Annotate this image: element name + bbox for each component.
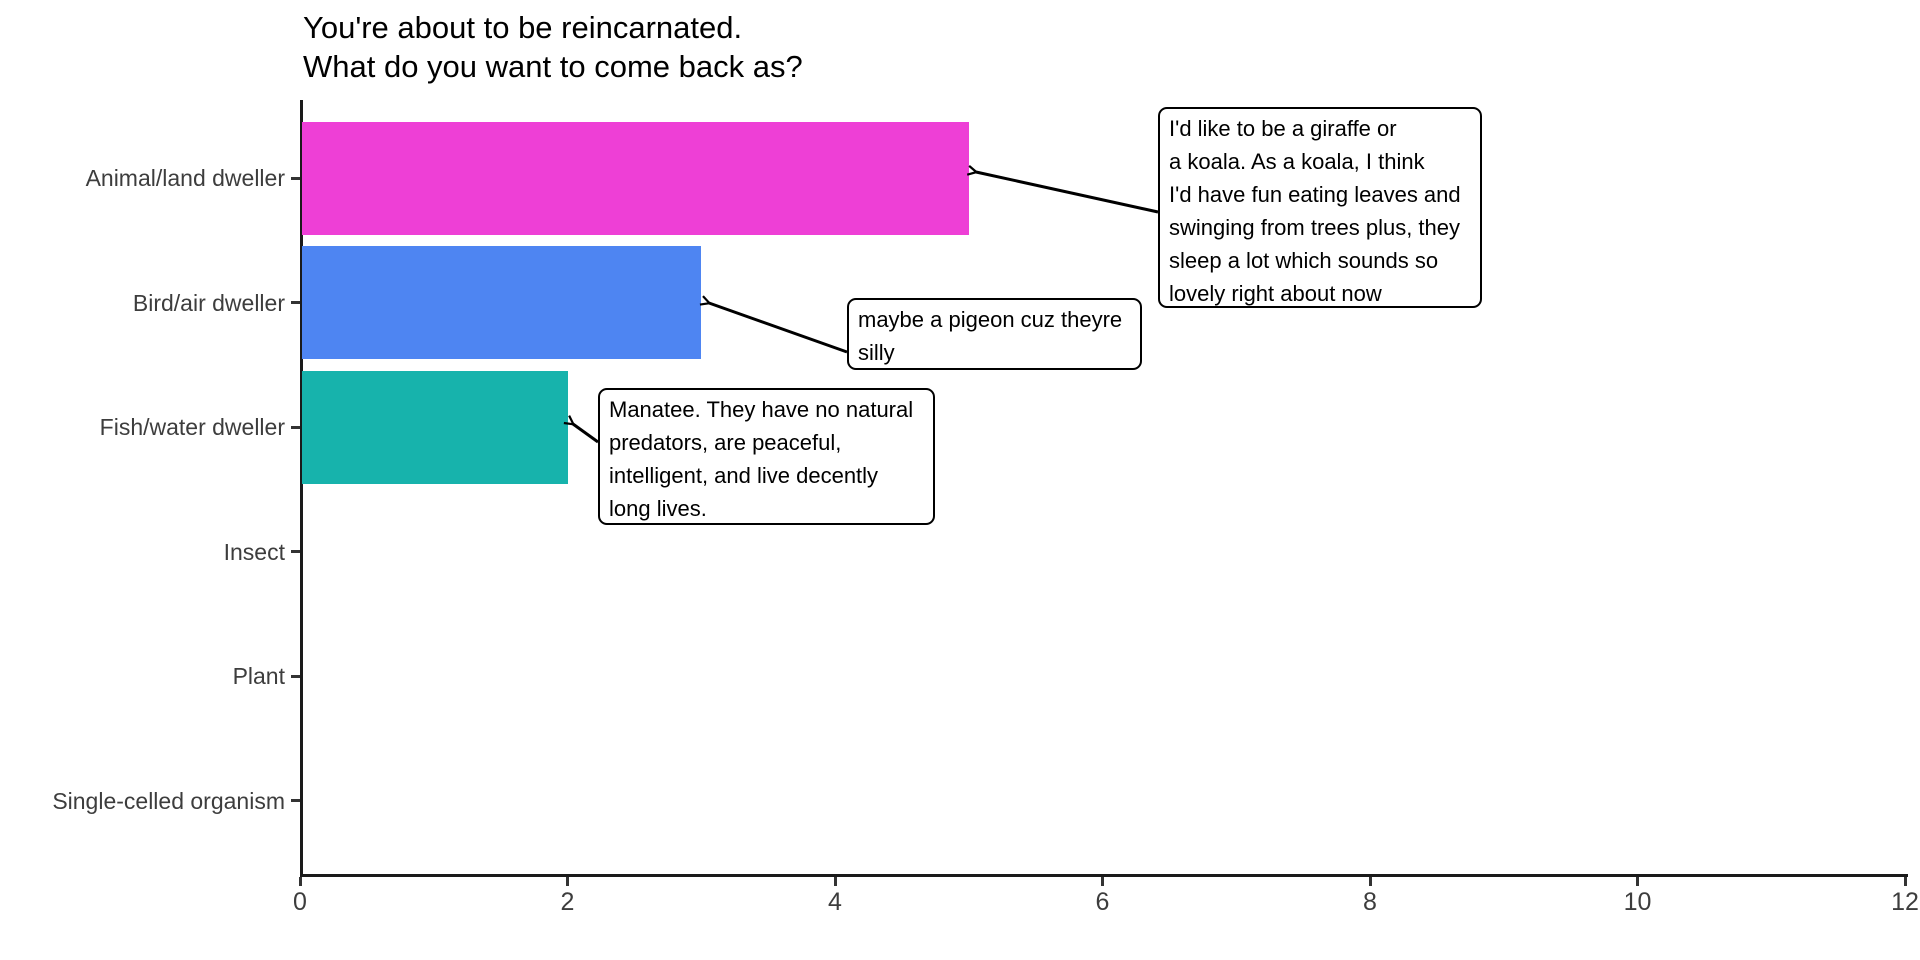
x-axis-tick-label: 2 (560, 888, 575, 916)
annotation-text-line: sleep a lot which sounds so (1169, 248, 1439, 273)
annotation-text-line: maybe a pigeon cuz theyre (858, 307, 1123, 332)
annotation-text-line: Manatee. They have no natural (609, 397, 914, 422)
y-axis-tick (291, 674, 300, 678)
chart-title: You're about to be reincarnated. What do… (303, 8, 803, 86)
annotation-text-line: swinging from trees plus, they (1169, 215, 1461, 240)
y-axis-label: Insect (223, 538, 285, 565)
x-axis-tick (566, 877, 569, 886)
y-axis-tick (291, 799, 300, 802)
annotation-text-line: predators, are peaceful, (609, 430, 842, 455)
x-axis-tick (298, 877, 302, 886)
annotation-text-line: silly (858, 340, 895, 365)
annotation-text-line: a koala. As a koala, I think (1169, 149, 1425, 174)
annotation-text-line: intelligent, and live decently (609, 463, 879, 488)
x-axis-tick-label: 12 (1891, 888, 1919, 916)
y-axis-label: Fish/water dweller (99, 414, 285, 440)
bar-animal-land-dweller (302, 121, 969, 235)
y-axis-tick (291, 176, 300, 180)
y-axis-tick (291, 550, 300, 553)
x-axis-tick (1101, 877, 1104, 886)
y-axis-tick (291, 425, 300, 429)
plot-area (300, 100, 1908, 877)
annotation-text-line: I'd like to be a giraffe or (1169, 116, 1397, 141)
annotation-text-line: long lives. (609, 496, 707, 521)
y-axis-label: Plant (232, 663, 285, 689)
x-axis-tick-label: 8 (1363, 888, 1377, 916)
y-axis-tick (291, 301, 300, 304)
x-axis-tick (1368, 877, 1372, 886)
annotation-text-line: I'd have fun eating leaves and (1169, 182, 1461, 207)
x-axis-tick-label: 10 (1623, 888, 1652, 916)
x-axis-tick-label: 6 (1095, 888, 1110, 916)
y-axis-label: Animal/land dweller (85, 165, 285, 191)
annotation-callout-bird-air-dweller: maybe a pigeon cuz theyre silly (847, 298, 1142, 370)
annotation-callout-fish-water-dweller: Manatee. They have no natural predators, … (598, 388, 935, 525)
x-axis-tick (833, 877, 837, 886)
chart-title-line-2: What do you want to come back as? (303, 49, 803, 84)
bar-fish-water-dweller (302, 370, 568, 484)
annotation-callout-animal-land-dweller: I'd like to be a giraffe or a koala. As a… (1158, 107, 1482, 308)
x-axis-tick-label: 4 (828, 888, 842, 916)
bar-bird-air-dweller (302, 246, 702, 359)
y-axis-label: Single-celled organism (52, 787, 285, 814)
y-axis-label: Bird/air dweller (132, 289, 285, 316)
chart-title-line-1: You're about to be reincarnated. (303, 10, 743, 45)
annotation-text-line: lovely right about now (1169, 281, 1382, 306)
x-axis-tick-label: 0 (293, 888, 307, 916)
x-axis-tick (1636, 877, 1639, 886)
x-axis-tick (1903, 877, 1907, 886)
